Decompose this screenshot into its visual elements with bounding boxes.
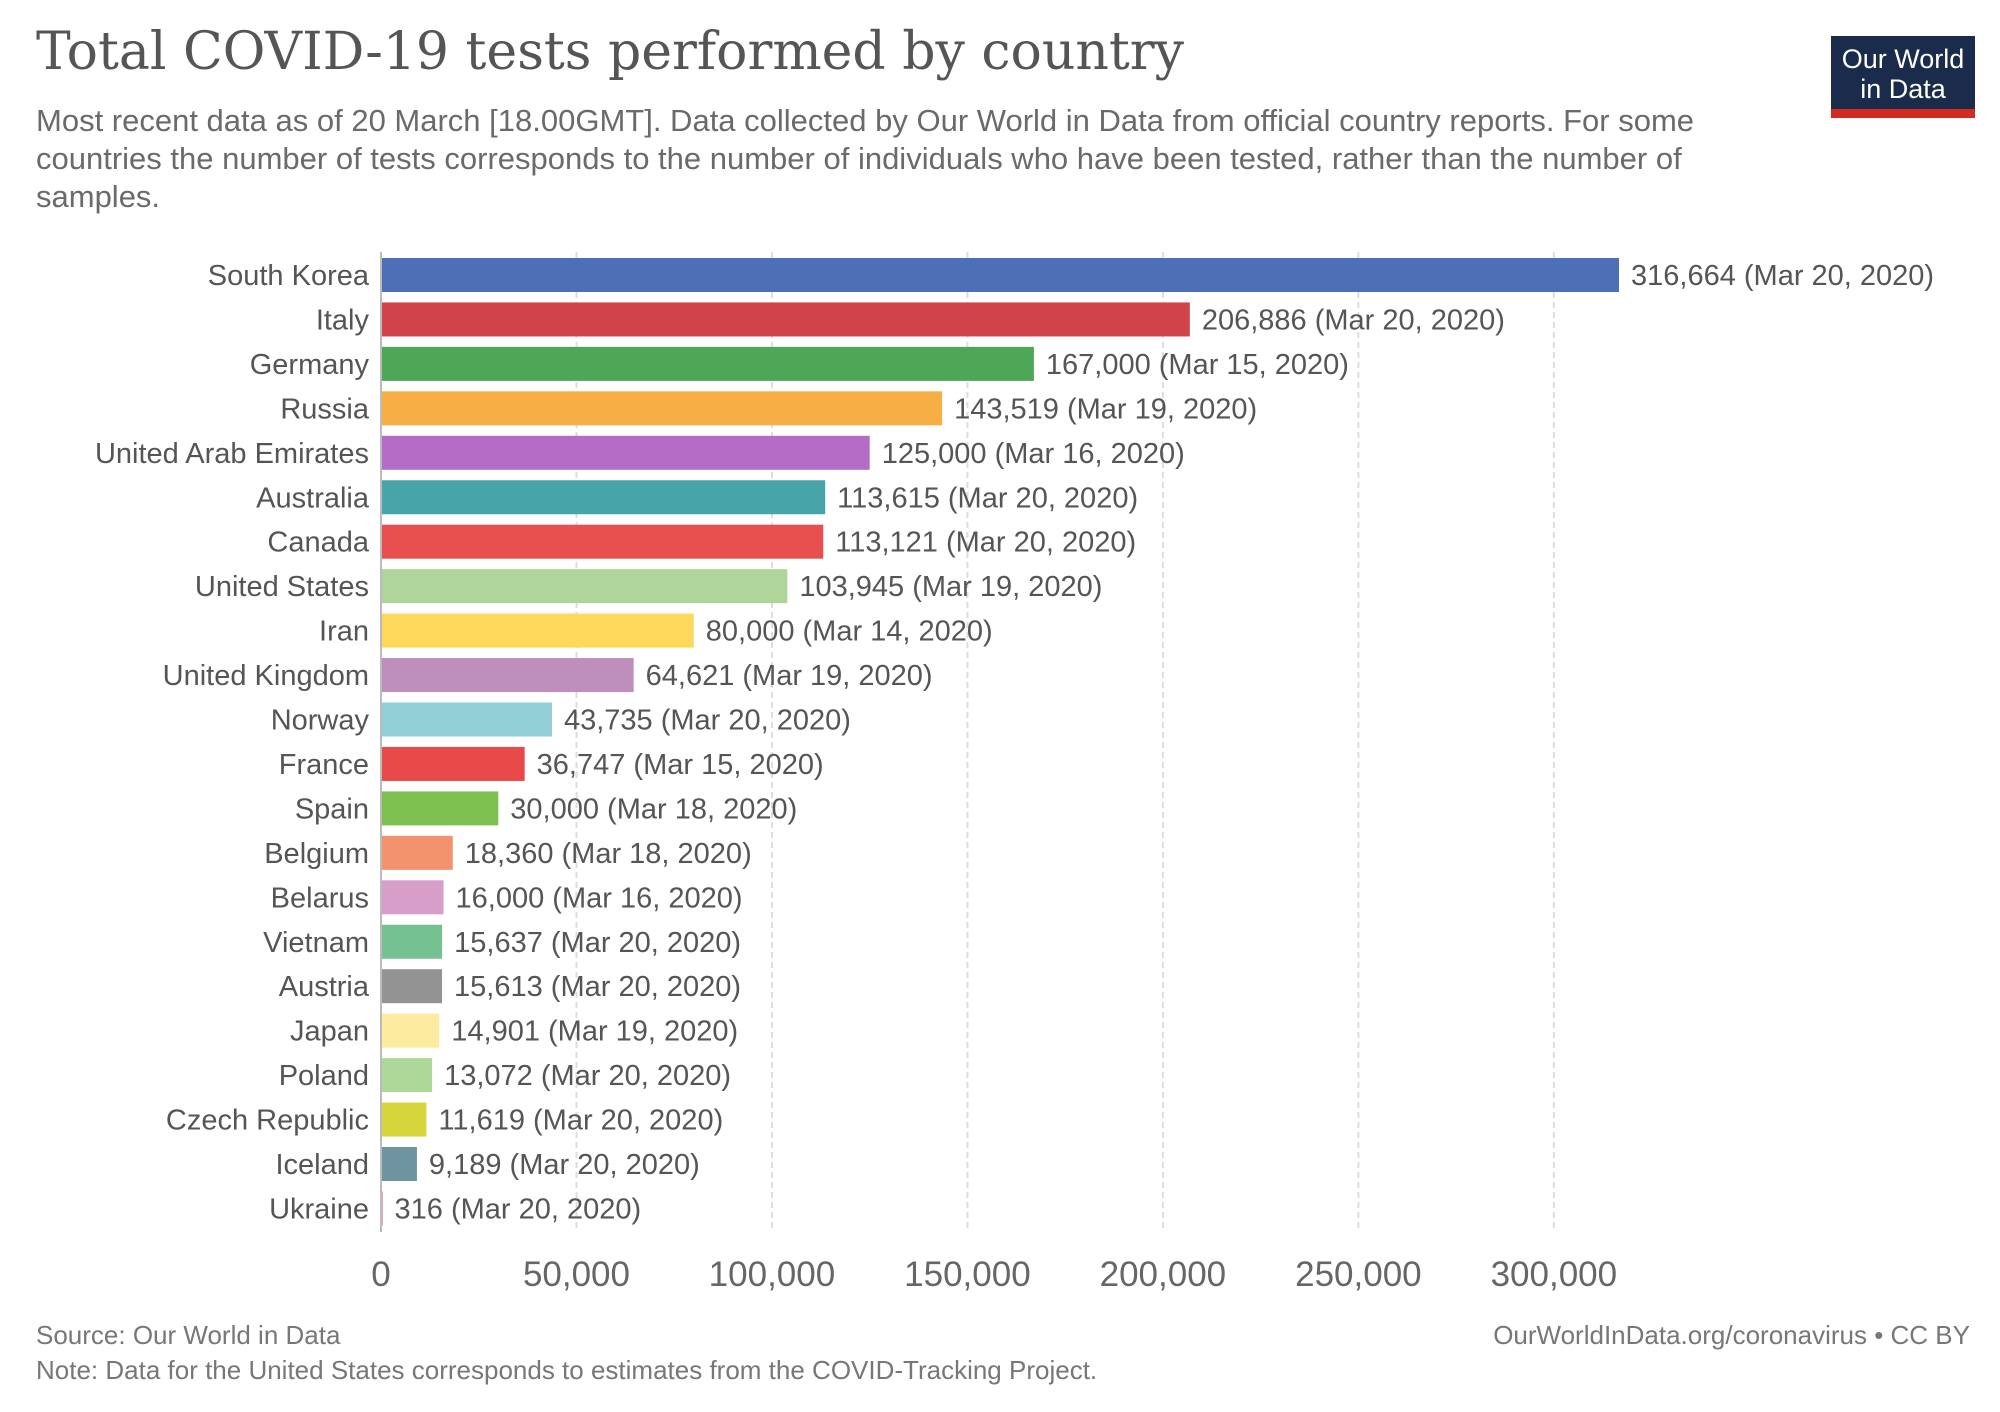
value-label: 206,886 (Mar 20, 2020) [1202, 304, 1505, 336]
bar[interactable] [381, 302, 1190, 337]
category-label: Italy [316, 304, 370, 336]
footer-link[interactable]: OurWorldInData.org/coronavirus • CC BY [1493, 1320, 1970, 1350]
value-label: 13,072 (Mar 20, 2020) [444, 1060, 731, 1092]
bars: South Korea 316,664 (Mar 20, 2020) Italy 20… [95, 258, 1934, 1226]
bar[interactable] [381, 702, 552, 737]
category-label: Iceland [275, 1149, 369, 1181]
category-label: Canada [267, 527, 369, 559]
category-label: Vietnam [263, 927, 369, 959]
logo-line-1: Our World [1841, 44, 1965, 74]
category-label: United States [195, 571, 369, 603]
value-label: 316,664 (Mar 20, 2020) [1631, 260, 1934, 292]
bar[interactable] [381, 880, 444, 915]
category-label: United Arab Emirates [95, 438, 369, 470]
logo-line-2: in Data [1860, 74, 1946, 104]
x-axis: 0 50,000 100,000 150,000 200,000 250,000 300,0… [371, 252, 1617, 1294]
note-text: Note: Data for the United States corresp… [36, 1355, 1098, 1385]
category-label: Australia [256, 482, 370, 514]
value-label: 167,000 (Mar 15, 2020) [1046, 349, 1349, 381]
bar[interactable] [381, 835, 453, 870]
category-label: South Korea [208, 260, 370, 292]
category-label: Belgium [264, 838, 369, 870]
value-label: 64,621 (Mar 19, 2020) [646, 660, 933, 692]
category-label: Spain [295, 793, 369, 825]
value-label: 16,000 (Mar 16, 2020) [456, 882, 743, 914]
value-label: 15,613 (Mar 20, 2020) [454, 971, 741, 1003]
bar[interactable] [381, 746, 525, 781]
bar[interactable] [381, 346, 1034, 381]
category-label: Austria [279, 971, 370, 1003]
footer-notes: Source: Our World in Data Note: Data for… [36, 1318, 1097, 1388]
category-label: Japan [290, 1016, 369, 1048]
bar[interactable] [381, 524, 824, 559]
chart-title: Total COVID-19 tests performed by countr… [36, 22, 1184, 82]
bar[interactable] [381, 613, 694, 648]
category-label: Iran [319, 616, 369, 648]
value-label: 11,619 (Mar 20, 2020) [438, 1105, 723, 1137]
category-label: Germany [250, 349, 370, 381]
category-label: France [279, 749, 369, 781]
category-label: Russia [280, 393, 370, 425]
bar[interactable] [381, 1147, 417, 1181]
category-label: Norway [271, 705, 370, 737]
x-tick-label: 250,000 [1295, 1255, 1422, 1294]
value-label: 15,637 (Mar 20, 2020) [454, 927, 741, 959]
value-label: 80,000 (Mar 14, 2020) [706, 616, 993, 648]
owid-logo[interactable]: Our World in Data [1831, 36, 1975, 118]
bar[interactable] [381, 1013, 440, 1048]
category-label: Poland [279, 1060, 369, 1092]
value-label: 125,000 (Mar 16, 2020) [882, 438, 1185, 470]
value-label: 9,189 (Mar 20, 2020) [429, 1149, 700, 1181]
bar[interactable] [381, 480, 826, 515]
value-label: 14,901 (Mar 19, 2020) [451, 1016, 738, 1048]
bar[interactable] [381, 258, 1619, 292]
x-tick-label: 0 [371, 1255, 390, 1294]
value-label: 43,735 (Mar 20, 2020) [564, 705, 851, 737]
bar[interactable] [381, 391, 943, 426]
value-label: 103,945 (Mar 19, 2020) [799, 571, 1102, 603]
value-label: 316 (Mar 20, 2020) [395, 1193, 642, 1225]
bar[interactable] [381, 1058, 433, 1093]
value-label: 113,121 (Mar 20, 2020) [835, 527, 1136, 559]
x-tick-label: 100,000 [709, 1255, 836, 1294]
bar[interactable] [381, 1102, 427, 1137]
value-label: 113,615 (Mar 20, 2020) [837, 482, 1138, 514]
bar[interactable] [381, 969, 443, 1004]
value-label: 30,000 (Mar 18, 2020) [510, 793, 797, 825]
value-label: 18,360 (Mar 18, 2020) [465, 838, 752, 870]
chart-subtitle: Most recent data as of 20 March [18.00GM… [36, 103, 1695, 214]
x-tick-label: 50,000 [523, 1255, 630, 1294]
bar[interactable] [381, 658, 634, 693]
x-tick-label: 200,000 [1100, 1255, 1227, 1294]
bar[interactable] [381, 791, 499, 826]
category-label: Czech Republic [166, 1105, 369, 1137]
value-label: 143,519 (Mar 19, 2020) [954, 393, 1257, 425]
bar[interactable] [381, 924, 443, 959]
category-label: Belarus [271, 882, 369, 914]
x-tick-label: 150,000 [904, 1255, 1031, 1294]
bar[interactable] [381, 435, 870, 470]
x-tick-label: 300,000 [1491, 1255, 1618, 1294]
bar[interactable] [381, 569, 788, 604]
category-label: United Kingdom [163, 660, 369, 692]
value-label: 36,747 (Mar 15, 2020) [537, 749, 824, 781]
source-text: Source: Our World in Data [36, 1320, 341, 1350]
category-label: Ukraine [269, 1193, 369, 1225]
